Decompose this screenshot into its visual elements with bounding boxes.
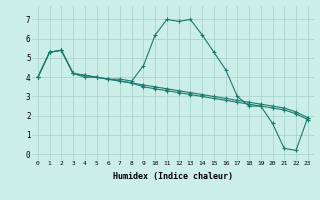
- X-axis label: Humidex (Indice chaleur): Humidex (Indice chaleur): [113, 172, 233, 181]
